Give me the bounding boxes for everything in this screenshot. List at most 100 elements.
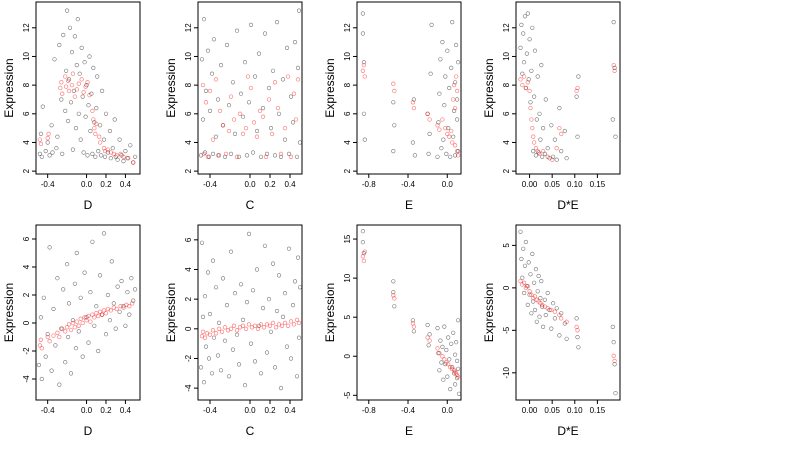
data-point-black-8	[392, 123, 397, 128]
data-point-red-13	[231, 323, 237, 328]
data-point-black-22	[445, 374, 450, 379]
data-point-black-24	[234, 332, 240, 337]
y-tick-label: 0	[22, 320, 31, 325]
data-point-black-29	[244, 300, 250, 305]
data-point-red-14	[234, 328, 240, 333]
data-point-red-4	[46, 131, 51, 137]
data-point-black-29	[244, 153, 250, 158]
data-point-black-34	[254, 267, 260, 272]
y-tick-label: 0	[184, 326, 193, 331]
data-point-red-10	[531, 134, 536, 139]
data-point-black-2	[199, 57, 205, 62]
data-point-black-14	[437, 368, 442, 373]
data-point-black-36	[258, 154, 264, 159]
data-point-black-9	[410, 140, 416, 145]
y-tick-label: 2	[343, 168, 352, 173]
data-point-black-15	[438, 338, 443, 343]
data-point-black-54	[99, 88, 105, 93]
data-point-red-12	[228, 326, 234, 331]
data-point-red-21	[84, 318, 89, 323]
data-point-red-13	[443, 125, 448, 131]
data-point-red-5	[525, 284, 530, 289]
data-point-black-36	[81, 150, 86, 155]
data-point-red-9	[219, 329, 225, 334]
data-point-red-23	[91, 117, 96, 122]
data-point-red-29	[279, 323, 285, 328]
x-tick-label: -0.4	[203, 180, 217, 189]
data-point-black-19	[437, 91, 442, 96]
data-point-red-35	[118, 151, 123, 157]
data-point-red-15	[72, 325, 78, 330]
data-point-red-3	[39, 346, 44, 351]
data-point-black-32	[250, 288, 256, 293]
data-point-red-13	[70, 71, 76, 76]
data-point-black-19	[534, 319, 539, 324]
y-axis-label: Expression	[323, 58, 337, 117]
data-point-red-22	[254, 134, 260, 139]
data-point-black-46	[91, 65, 96, 70]
data-point-black-16	[218, 62, 224, 68]
data-point-black-45	[90, 151, 95, 156]
y-tick-label: 2	[22, 292, 31, 297]
data-point-black-40	[266, 85, 272, 91]
data-point-red-29	[275, 105, 281, 111]
data-point-red-9	[530, 125, 535, 131]
y-tick-label: 10	[184, 51, 193, 60]
y-tick-label: 0	[343, 353, 352, 358]
data-point-red-10	[65, 78, 71, 83]
x-tick-label: 0.2	[100, 180, 112, 189]
data-point-black-3	[520, 275, 525, 280]
x-tick-label: 0.05	[544, 180, 560, 189]
x-tick-label: 0.0	[81, 180, 93, 189]
data-point-red-11	[223, 151, 229, 157]
y-axis-label: Expression	[323, 283, 337, 342]
data-point-black-18	[66, 301, 72, 306]
data-point-black-10	[209, 371, 215, 376]
data-point-black-2	[360, 240, 366, 245]
data-point-black-1	[360, 229, 366, 234]
data-point-black-43	[88, 128, 93, 134]
data-point-black-5	[362, 137, 367, 142]
data-point-red-16	[74, 319, 79, 324]
data-point-black-59	[107, 128, 112, 134]
data-point-red-36	[121, 154, 126, 159]
y-tick-label: -10	[502, 366, 511, 378]
plot-frame	[515, 1, 621, 175]
data-point-black-44	[274, 308, 280, 314]
data-point-black-39	[574, 316, 579, 321]
data-point-red-24	[454, 88, 460, 94]
data-point-black-6	[392, 304, 397, 309]
data-point-black-25	[236, 362, 242, 367]
data-point-black-4	[521, 31, 526, 36]
data-point-red-18	[78, 316, 83, 321]
data-point-black-41	[268, 126, 274, 131]
scatter-panel-4: 0.00 0.05 0.10 0.15 2 4 6 8 10 12 D*E Expression	[482, 1, 621, 212]
data-point-black-39	[105, 292, 110, 298]
data-point-red-5	[207, 88, 213, 94]
data-point-black-55	[101, 137, 107, 142]
data-point-black-50	[286, 246, 292, 251]
data-point-red-34	[114, 153, 119, 158]
data-point-black-40	[266, 297, 272, 302]
data-point-black-39	[455, 97, 460, 102]
data-point-red-25	[455, 153, 461, 158]
data-point-black-30	[246, 231, 252, 236]
data-point-black-31	[453, 382, 458, 387]
data-point-red-7	[213, 77, 219, 82]
data-point-black-15	[63, 360, 68, 365]
data-point-black-45	[117, 309, 122, 314]
data-point-red-16	[237, 111, 243, 116]
data-point-red-6	[51, 333, 56, 338]
data-point-red-27	[97, 134, 102, 139]
data-point-black-19	[64, 8, 70, 13]
data-point-red-12	[440, 117, 445, 122]
data-point-red-22	[455, 374, 461, 379]
data-point-black-57	[297, 285, 303, 290]
data-point-red-15	[446, 361, 451, 367]
data-point-black-2	[38, 131, 44, 136]
scatter-panel-5: -0.4 0.0 0.2 0.4 -4 -2 0 2 4 6 D Expression	[2, 224, 141, 438]
data-point-red-30	[101, 308, 107, 313]
data-point-black-18	[222, 338, 228, 343]
data-point-black-29	[86, 340, 91, 345]
data-point-black-35	[453, 80, 458, 85]
